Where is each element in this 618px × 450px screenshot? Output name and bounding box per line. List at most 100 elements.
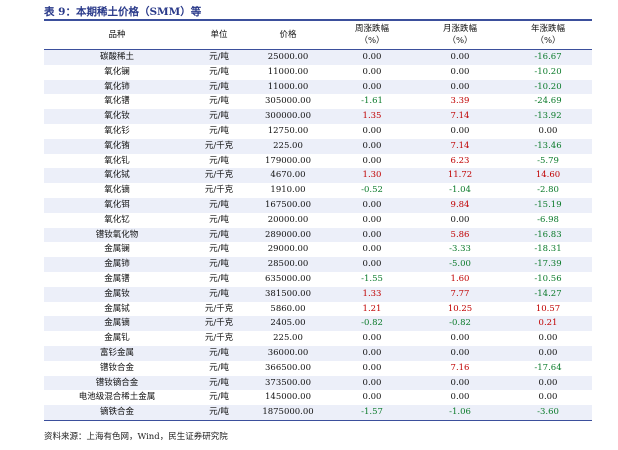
table-row: 氧化钕 元/吨 300000.00 1.35 7.14 -13.92	[44, 109, 592, 124]
cell-weekly: 1.30	[328, 168, 416, 184]
cell-price: 381500.00	[248, 286, 328, 302]
cell-unit: 元/吨	[190, 286, 248, 302]
cell-monthly: 0.00	[416, 375, 504, 391]
table-row: 氧化铽 元/千克 4670.00 1.30 11.72 14.60	[44, 168, 592, 184]
cell-monthly: -1.06	[416, 405, 504, 421]
cell-price: 300000.00	[248, 109, 328, 124]
cell-weekly: 0.00	[328, 331, 416, 346]
cell-price: 11000.00	[248, 64, 328, 80]
cell-price: 635000.00	[248, 271, 328, 287]
header-name: 品种	[44, 21, 190, 50]
cell-monthly: -1.04	[416, 183, 504, 198]
cell-yearly: -6.98	[504, 212, 592, 228]
cell-price: 4670.00	[248, 168, 328, 184]
source-note: 资料来源：上海有色网，Wind，民生证券研究院	[44, 432, 228, 442]
header-monthly-line1: 月涨跌幅	[442, 24, 477, 34]
cell-name: 氧化铽	[44, 168, 190, 184]
cell-monthly: 0.00	[416, 123, 504, 139]
cell-name: 氧化铕	[44, 138, 190, 154]
cell-yearly: -16.83	[504, 227, 592, 243]
cell-weekly: 1.35	[328, 109, 416, 124]
cell-unit: 元/吨	[190, 212, 248, 228]
cell-name: 氧化铒	[44, 197, 190, 213]
cell-name: 镝铁合金	[44, 405, 190, 421]
cell-price: 12750.00	[248, 123, 328, 139]
cell-weekly: 0.00	[328, 375, 416, 391]
cell-weekly: 0.00	[328, 257, 416, 272]
cell-monthly: 10.25	[416, 301, 504, 317]
header-yearly-line1: 年涨跌幅	[530, 24, 565, 34]
cell-name: 金属镨	[44, 271, 190, 287]
table-row: 金属铈 元/吨 28500.00 0.00 -5.00 -17.39	[44, 257, 592, 272]
cell-yearly: -16.67	[504, 49, 592, 65]
cell-name: 氧化钆	[44, 153, 190, 169]
cell-yearly: 0.00	[504, 375, 592, 391]
cell-name: 金属铽	[44, 301, 190, 317]
cell-weekly: 0.00	[328, 79, 416, 95]
cell-weekly: -1.61	[328, 94, 416, 110]
cell-name: 电池级混合稀土金属	[44, 390, 190, 406]
cell-yearly: -10.56	[504, 271, 592, 287]
table-row: 金属镧 元/吨 29000.00 0.00 -3.33 -18.31	[44, 242, 592, 258]
cell-unit: 元/吨	[190, 257, 248, 272]
cell-unit: 元/吨	[190, 405, 248, 421]
cell-monthly: 0.00	[416, 212, 504, 228]
cell-price: 305000.00	[248, 94, 328, 110]
cell-monthly: 1.60	[416, 271, 504, 287]
cell-yearly: 0.00	[504, 345, 592, 361]
cell-name: 碳酸稀土	[44, 49, 190, 65]
table-row: 镨钕合金 元/吨 366500.00 0.00 7.16 -17.64	[44, 360, 592, 376]
cell-unit: 元/吨	[190, 360, 248, 376]
cell-monthly: -0.82	[416, 316, 504, 332]
cell-weekly: 0.00	[328, 242, 416, 258]
cell-monthly: 5.86	[416, 227, 504, 243]
cell-monthly: 0.00	[416, 79, 504, 95]
table-row: 氧化镝 元/千克 1910.00 -0.52 -1.04 -2.80	[44, 183, 592, 198]
cell-yearly: -14.27	[504, 286, 592, 302]
cell-unit: 元/吨	[190, 271, 248, 287]
table-row: 氧化铕 元/千克 225.00 0.00 7.14 -13.46	[44, 138, 592, 154]
header-row: 品种 单位 价格 周涨跌幅 （%） 月涨跌幅 （%） 年涨跌幅 （%）	[44, 21, 592, 50]
cell-monthly: 9.84	[416, 197, 504, 213]
cell-unit: 元/吨	[190, 375, 248, 391]
cell-price: 179000.00	[248, 153, 328, 169]
table-row: 镨钕镝合金 元/吨 373500.00 0.00 0.00 0.00	[44, 375, 592, 391]
cell-monthly: 7.14	[416, 109, 504, 124]
cell-unit: 元/吨	[190, 153, 248, 169]
cell-unit: 元/吨	[190, 109, 248, 124]
cell-name: 金属镧	[44, 242, 190, 258]
table-row: 金属钆 元/千克 225.00 0.00 0.00 0.00	[44, 331, 592, 346]
header-monthly-line2: （%）	[447, 36, 473, 46]
cell-weekly: 0.00	[328, 138, 416, 154]
cell-weekly: 1.33	[328, 286, 416, 302]
cell-weekly: 0.00	[328, 390, 416, 406]
cell-monthly: 7.14	[416, 138, 504, 154]
cell-yearly: -15.19	[504, 197, 592, 213]
cell-price: 5860.00	[248, 301, 328, 317]
table-row: 氧化钇 元/吨 20000.00 0.00 0.00 -6.98	[44, 212, 592, 228]
table-row: 碳酸稀土 元/吨 25000.00 0.00 0.00 -16.67	[44, 49, 592, 65]
cell-unit: 元/千克	[190, 331, 248, 346]
cell-name: 氧化镧	[44, 64, 190, 80]
cell-monthly: 7.16	[416, 360, 504, 376]
cell-unit: 元/吨	[190, 49, 248, 65]
cell-monthly: 0.00	[416, 331, 504, 346]
cell-monthly: 3.39	[416, 94, 504, 110]
table-row: 镨钕氧化物 元/吨 289000.00 0.00 5.86 -16.83	[44, 227, 592, 243]
cell-yearly: -13.92	[504, 109, 592, 124]
cell-name: 镨钕镝合金	[44, 375, 190, 391]
cell-name: 镨钕氧化物	[44, 227, 190, 243]
table-row: 镝铁合金 元/吨 1875000.00 -1.57 -1.06 -3.60	[44, 405, 592, 421]
table-row: 氧化钐 元/吨 12750.00 0.00 0.00 0.00	[44, 123, 592, 139]
cell-price: 373500.00	[248, 375, 328, 391]
cell-monthly: 0.00	[416, 49, 504, 65]
cell-weekly: 0.00	[328, 227, 416, 243]
cell-price: 1910.00	[248, 183, 328, 198]
cell-name: 氧化镝	[44, 183, 190, 198]
cell-weekly: 0.00	[328, 212, 416, 228]
cell-unit: 元/吨	[190, 242, 248, 258]
cell-monthly: 7.77	[416, 286, 504, 302]
table-row: 氧化钆 元/吨 179000.00 0.00 6.23 -5.79	[44, 153, 592, 169]
cell-yearly: -10.20	[504, 64, 592, 80]
cell-price: 145000.00	[248, 390, 328, 406]
